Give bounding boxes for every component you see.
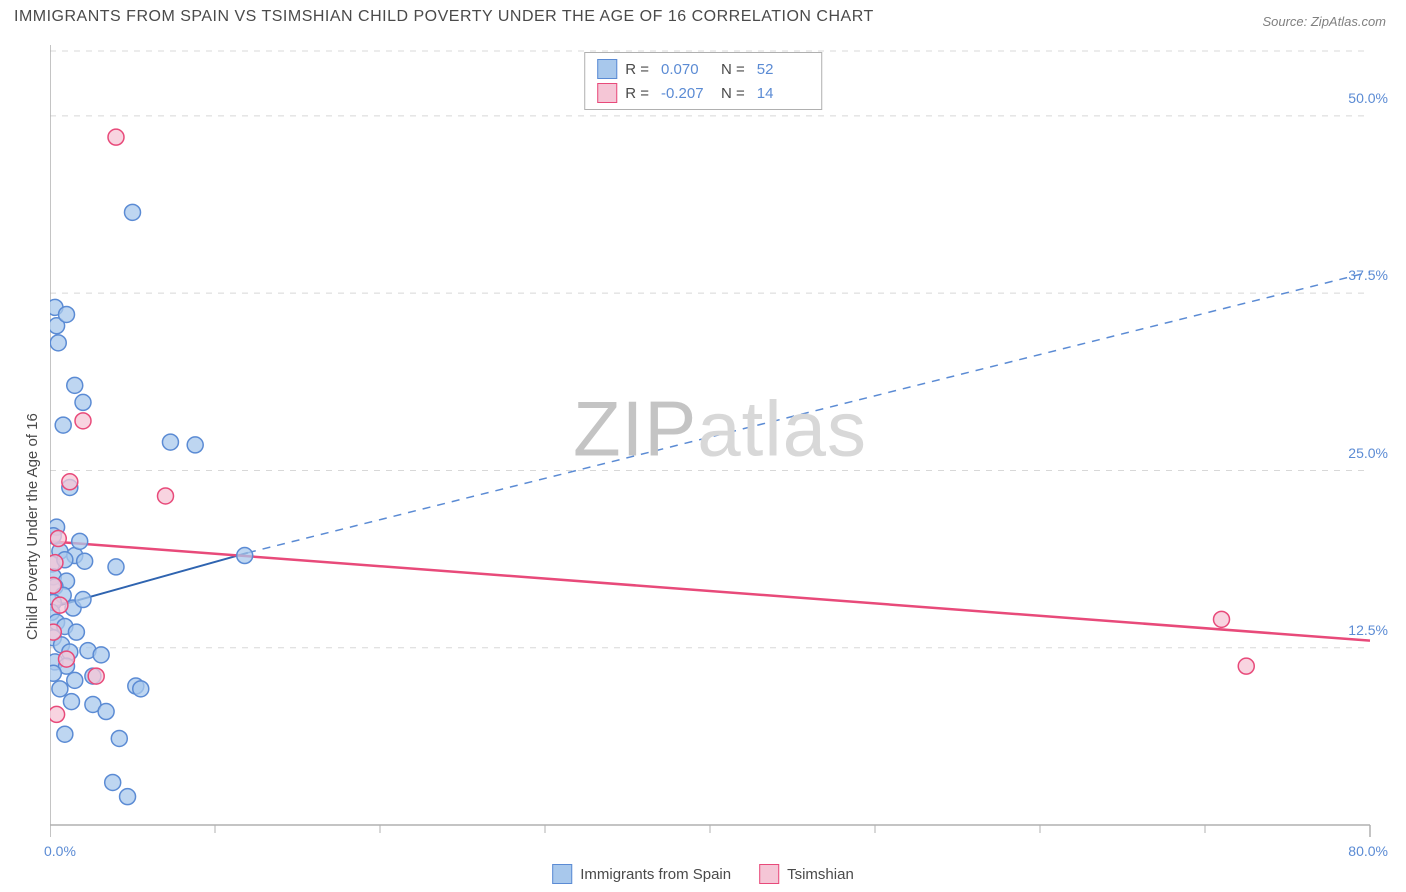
legend-series: Immigrants from Spain Tsimshian (552, 864, 854, 884)
ytick-25: 25.0% (1348, 445, 1388, 461)
swatch-pink-icon (759, 864, 779, 884)
legend-row-pink: R = -0.207 N = 14 (597, 81, 809, 105)
swatch-blue-icon (597, 59, 617, 79)
scatter-chart (50, 45, 1390, 845)
swatch-blue-icon (552, 864, 572, 884)
xtick-80: 80.0% (1348, 843, 1388, 859)
ytick-37-5: 37.5% (1348, 267, 1388, 283)
r-label: R = (625, 61, 649, 78)
ytick-12-5: 12.5% (1348, 622, 1388, 638)
swatch-pink-icon (597, 83, 617, 103)
source-label: Source: ZipAtlas.com (1262, 14, 1386, 29)
legend-item-pink: Tsimshian (759, 864, 854, 884)
chart-area: ZIPatlas (50, 45, 1390, 845)
n-value-blue: 52 (757, 61, 809, 78)
r-value-pink: -0.207 (661, 85, 713, 102)
legend-label-pink: Tsimshian (787, 866, 854, 883)
legend-label-blue: Immigrants from Spain (580, 866, 731, 883)
legend-row-blue: R = 0.070 N = 52 (597, 57, 809, 81)
r-label: R = (625, 85, 649, 102)
chart-title: IMMIGRANTS FROM SPAIN VS TSIMSHIAN CHILD… (14, 8, 874, 26)
n-label: N = (721, 85, 745, 102)
n-label: N = (721, 61, 745, 78)
r-value-blue: 0.070 (661, 61, 713, 78)
legend-item-blue: Immigrants from Spain (552, 864, 731, 884)
ytick-50: 50.0% (1348, 90, 1388, 106)
xtick-0: 0.0% (44, 843, 76, 859)
legend-correlation: R = 0.070 N = 52 R = -0.207 N = 14 (584, 52, 822, 110)
n-value-pink: 14 (757, 85, 809, 102)
y-axis-label: Child Poverty Under the Age of 16 (24, 413, 41, 640)
